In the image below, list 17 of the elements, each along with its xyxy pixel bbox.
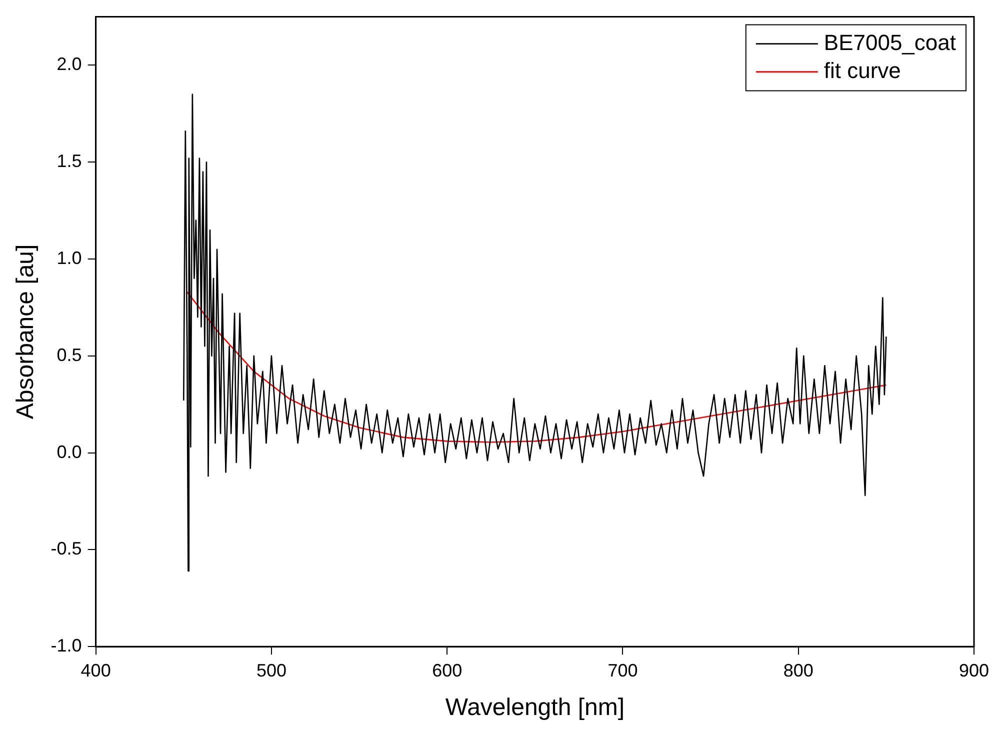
- y-tick-label: 0.5: [56, 344, 82, 365]
- x-tick-label: 500: [256, 660, 286, 680]
- y-tick-label: 1.0: [56, 248, 82, 268]
- y-tick-label: -1.0: [50, 636, 82, 656]
- y-tick-label: 1.5: [56, 151, 82, 172]
- x-tick-label: 900: [958, 660, 990, 680]
- x-tick-label: 400: [80, 660, 111, 680]
- y-tick-label: -0.5: [50, 538, 82, 559]
- legend-label: BE7005_coat: [824, 30, 956, 55]
- x-axis-title: Wavelength [nm]: [445, 694, 625, 722]
- y-tick-label: 0.0: [56, 442, 82, 462]
- x-tick-label: 700: [608, 660, 638, 680]
- y-tick-label: 2.0: [56, 54, 82, 74]
- x-tick-label: 800: [783, 660, 814, 680]
- legend-label: fit curve: [824, 58, 901, 83]
- y-axis-title: Absorbance [au]: [12, 244, 40, 420]
- x-tick-label: 600: [432, 660, 462, 680]
